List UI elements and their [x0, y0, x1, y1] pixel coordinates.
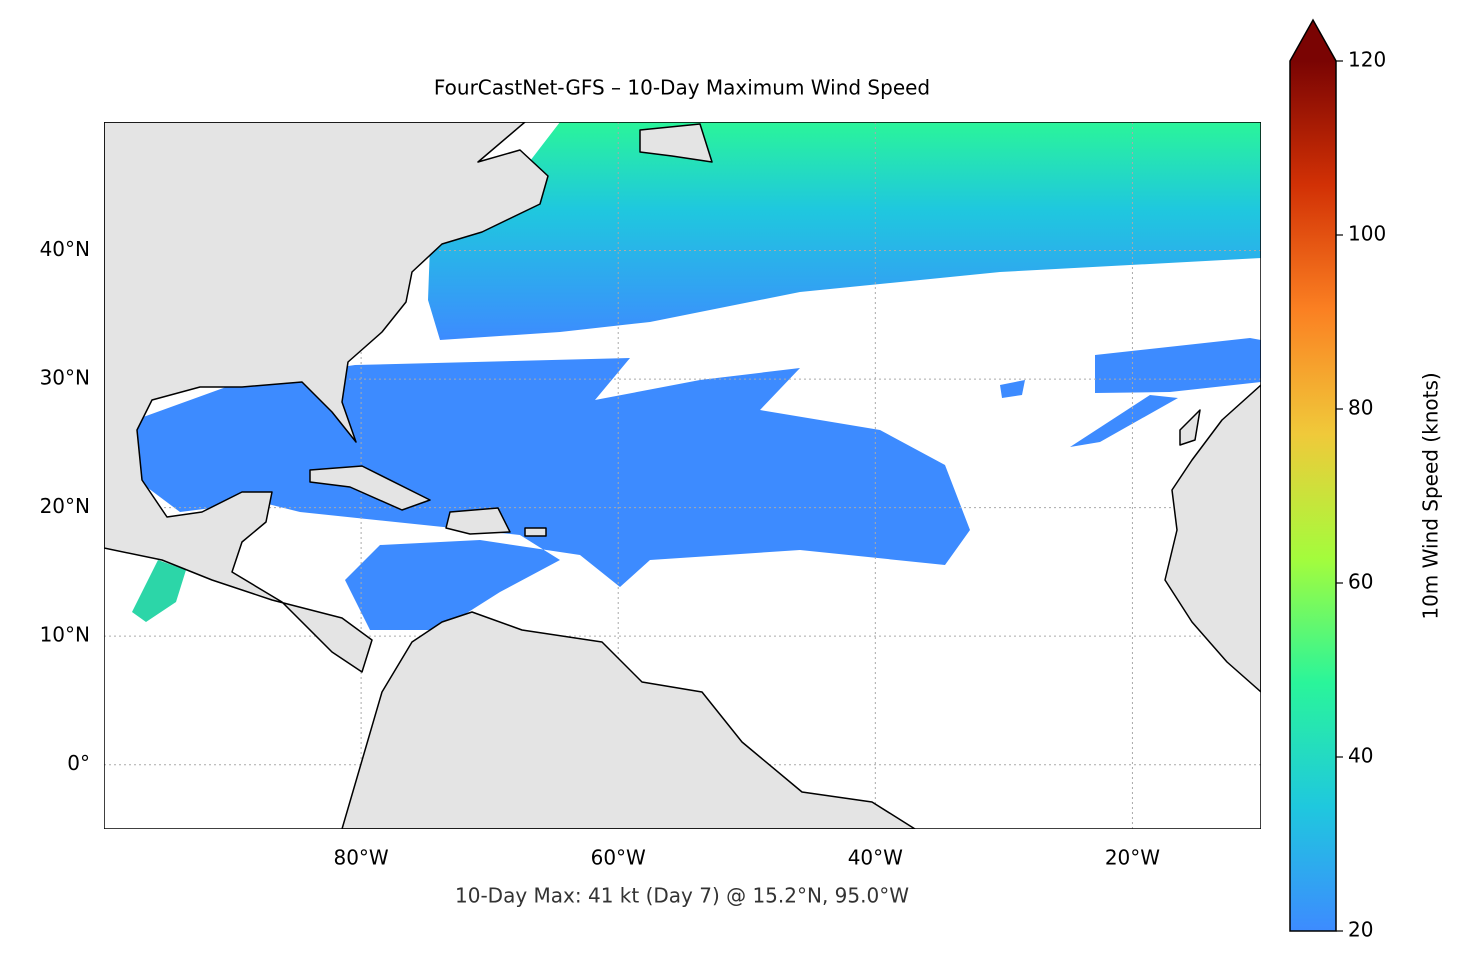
colorbar-tick-label: 20: [1348, 918, 1373, 942]
y-tick-label: 40°N: [40, 237, 90, 261]
colorbar: 20 40 60 80 100 120: [1289, 18, 1386, 942]
y-tick-label: 0°: [67, 751, 90, 775]
colorbar-outline: [1289, 18, 1337, 932]
wind-area: [132, 560, 186, 622]
x-tick-label: 60°W: [591, 846, 646, 870]
newfoundland: [639, 123, 713, 163]
x-tick-label: 20°W: [1105, 846, 1160, 870]
axes: 80°W 60°W 40°W 20°W 0° 10°N 20°N 30°N 40°N: [40, 237, 1161, 869]
south-america: [341, 611, 916, 829]
colorbar-tick-label: 80: [1348, 396, 1373, 420]
y-tick-label: 20°N: [40, 494, 90, 518]
x-tick-label: 80°W: [333, 846, 388, 870]
canary-islands: [1179, 409, 1201, 446]
puerto-rico: [524, 527, 547, 537]
north-america: [104, 122, 549, 673]
land: [104, 122, 1261, 829]
chart-title: FourCastNet-GFS – 10-Day Maximum Wind Sp…: [434, 76, 930, 100]
map: [104, 122, 1261, 829]
wind-area: [1070, 395, 1178, 447]
wind-area: [428, 122, 1261, 340]
colorbar-tick-label: 60: [1348, 570, 1373, 594]
cuba: [309, 465, 431, 511]
colorbar-tick-label: 100: [1348, 222, 1386, 246]
colorbar-gradient: [1290, 61, 1336, 931]
y-tick-label: 30°N: [40, 366, 90, 390]
colorbar-extension: [1290, 20, 1336, 61]
x-tick-label: 40°W: [848, 846, 903, 870]
africa: [1164, 384, 1261, 693]
annotation: 10-Day Max: 41 kt (Day 7) @ 15.2°N, 95.0…: [455, 884, 909, 908]
hispaniola: [445, 507, 511, 535]
y-tick-label: 10°N: [40, 623, 90, 647]
colorbar-tick-label: 120: [1348, 48, 1386, 72]
colorbar-label: 10m Wind Speed (knots): [1419, 372, 1443, 619]
colorbar-tick-label: 40: [1348, 744, 1373, 768]
wind-area: [1000, 380, 1025, 398]
